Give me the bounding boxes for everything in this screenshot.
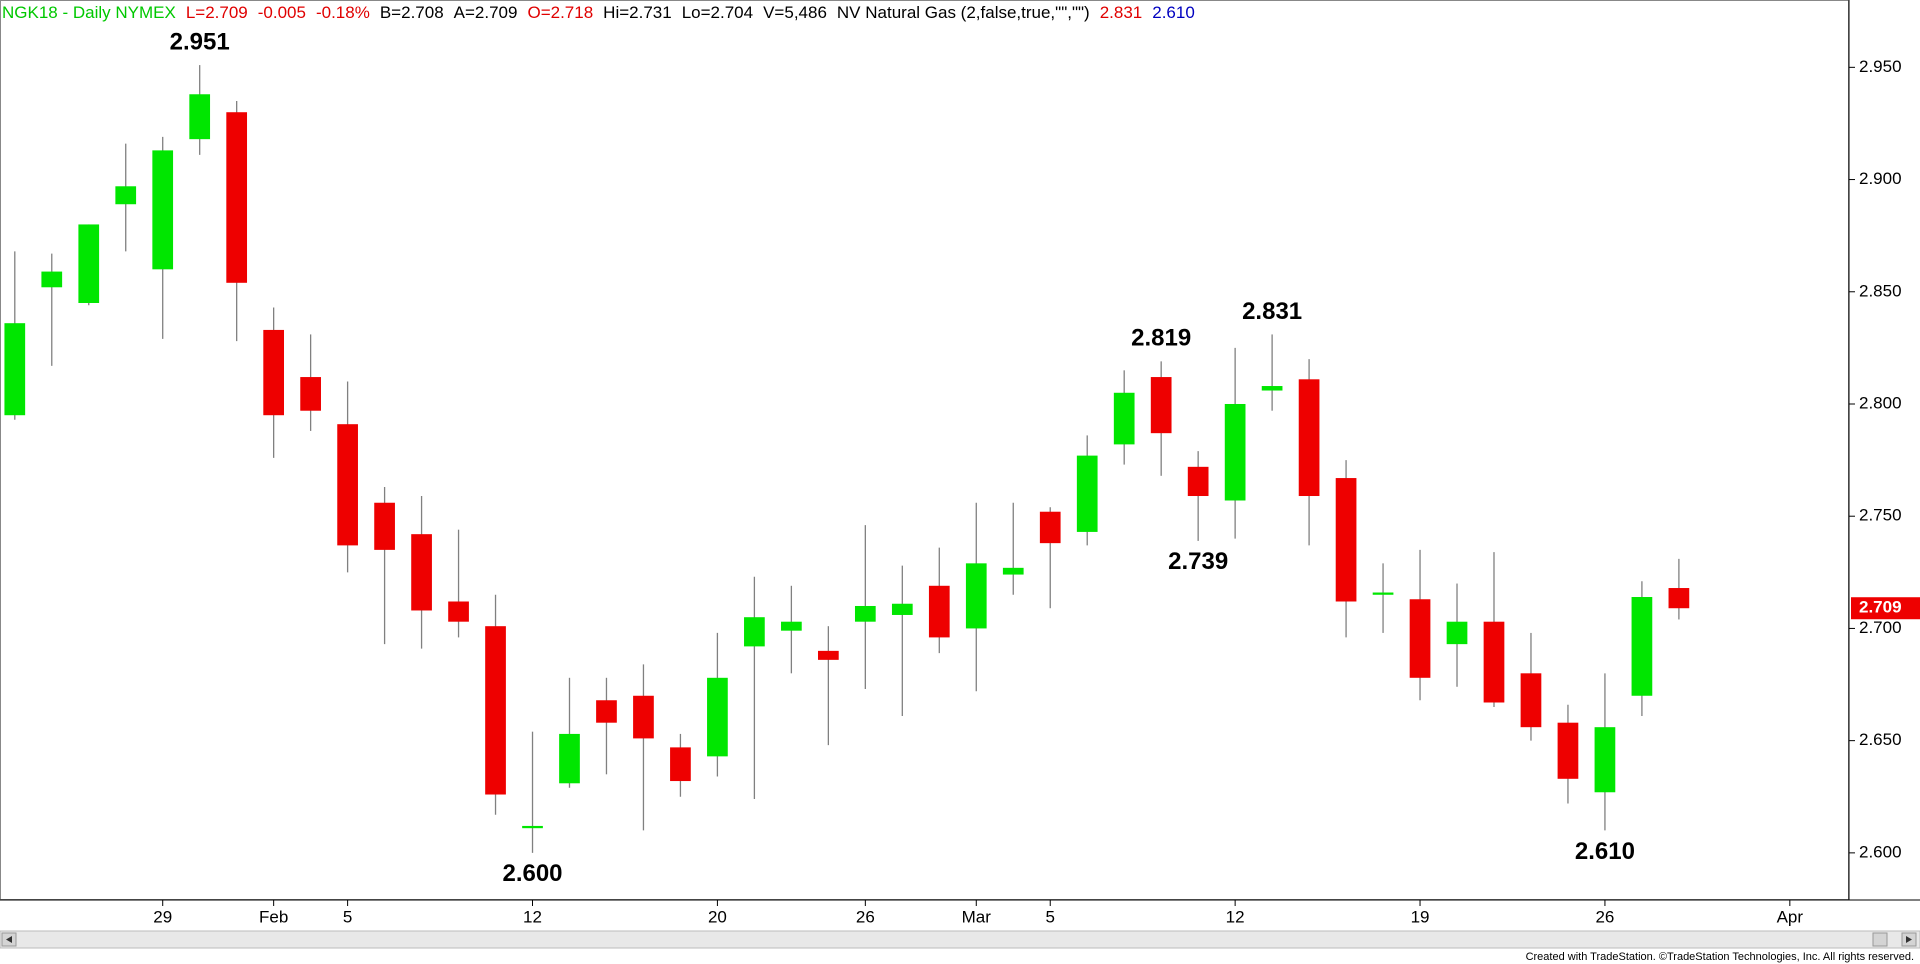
candle-body [1224, 403, 1246, 501]
candle-body [226, 112, 248, 283]
candle-body [152, 150, 174, 270]
y-tick-label: 2.800 [1859, 393, 1902, 412]
x-tick-label: 5 [343, 907, 352, 926]
candle-body [1557, 722, 1579, 779]
candle-body [744, 617, 765, 647]
y-tick-label: 2.700 [1859, 618, 1902, 637]
header-item: L=2.709 [186, 3, 248, 22]
price-annotation: 2.951 [170, 28, 230, 55]
x-tick-label: Feb [259, 907, 288, 926]
candle-body [670, 747, 691, 782]
header-item: -0.005 [258, 3, 306, 22]
candle-body [854, 605, 876, 622]
candle-body [1335, 478, 1357, 602]
header-item: V=5,486 [763, 3, 827, 22]
candle-body [263, 329, 285, 416]
candle-body [78, 224, 100, 303]
candle-body [1261, 386, 1283, 391]
header-item: B=2.708 [380, 3, 444, 22]
x-tick-label: 26 [856, 907, 875, 926]
x-tick-label: 19 [1411, 907, 1430, 926]
candle-body [1372, 592, 1394, 595]
x-tick-label: Mar [962, 907, 992, 926]
candle-body [559, 733, 580, 784]
candle-body [596, 700, 617, 723]
y-tick-label: 2.750 [1859, 506, 1902, 525]
price-annotation: 2.739 [1168, 548, 1228, 575]
candle-body [4, 323, 26, 416]
price-annotation: 2.610 [1575, 838, 1635, 865]
x-tick-label: Apr [1777, 907, 1804, 926]
candle-body [1668, 588, 1690, 609]
header: NGK18 - Daily NYMEX L=2.709 -0.005 -0.18% B=… [2, 3, 1195, 22]
candle-body [633, 695, 654, 739]
candle-body [1298, 379, 1320, 497]
candle-body [522, 825, 543, 829]
candle-body [1002, 567, 1024, 575]
candle-body [1039, 511, 1061, 544]
y-tick-label: 2.950 [1859, 57, 1902, 76]
header-item: 2.610 [1152, 3, 1195, 22]
last-price-label: 2.709 [1859, 598, 1902, 617]
candle-body [1076, 455, 1098, 532]
header-item: NV Natural Gas (2,false,true,"","") [837, 3, 1090, 22]
candle-body [1631, 597, 1653, 696]
price-annotation: 2.831 [1242, 298, 1302, 325]
scrollbar[interactable] [0, 930, 1920, 949]
x-tick-label: 26 [1595, 907, 1614, 926]
candle-body [337, 424, 358, 546]
candle-body [1409, 599, 1431, 678]
candle-body [41, 271, 63, 288]
candle-body [891, 603, 913, 615]
scroll-left-arrow [6, 936, 12, 943]
y-tick-label: 2.850 [1859, 281, 1902, 300]
candle-body [1520, 673, 1542, 728]
header-item: A=2.709 [454, 3, 518, 22]
x-tick-label: 12 [1226, 907, 1245, 926]
x-tick-label: 5 [1045, 907, 1054, 926]
header-item: NGK18 - Daily NYMEX [2, 3, 176, 22]
x-tick-label: 20 [708, 907, 727, 926]
candle-body [1483, 621, 1505, 703]
x-tick-label: 29 [153, 907, 172, 926]
header-item: Lo=2.704 [682, 3, 753, 22]
candle-body [781, 621, 802, 631]
candle-body [189, 94, 211, 140]
candle-body [1594, 727, 1616, 793]
price-annotation: 2.819 [1131, 325, 1191, 352]
candle-body [1113, 392, 1135, 445]
y-tick-label: 2.900 [1859, 169, 1902, 188]
scroll-track[interactable] [0, 930, 1920, 949]
candle-body [485, 626, 506, 795]
candle-body [1150, 377, 1172, 434]
candle-body [1187, 466, 1209, 497]
candle-body [707, 677, 728, 757]
plot-frame [0, 0, 1849, 900]
footer: Created with TradeStation. ©TradeStation… [1526, 951, 1914, 963]
candle-body [115, 186, 137, 205]
candle-body [374, 502, 395, 550]
candle-body [448, 601, 469, 622]
x-tick-label: 12 [523, 907, 542, 926]
candle-body [817, 650, 839, 660]
price-annotation: 2.600 [502, 860, 562, 887]
scroll-right-arrow [1906, 936, 1912, 943]
header-item: -0.18% [316, 3, 370, 22]
candle-body [928, 585, 950, 638]
candle-body [965, 563, 987, 629]
y-tick-label: 2.600 [1859, 842, 1902, 861]
candle-body [1446, 621, 1468, 645]
header-item: O=2.718 [527, 3, 593, 22]
scroll-thumb[interactable] [1872, 932, 1888, 947]
last-price-badge [1851, 597, 1920, 620]
candle-body [300, 377, 321, 411]
y-tick-label: 2.650 [1859, 730, 1902, 749]
header-item: 2.831 [1100, 3, 1143, 22]
candle-body [411, 534, 432, 611]
header-item: Hi=2.731 [603, 3, 672, 22]
